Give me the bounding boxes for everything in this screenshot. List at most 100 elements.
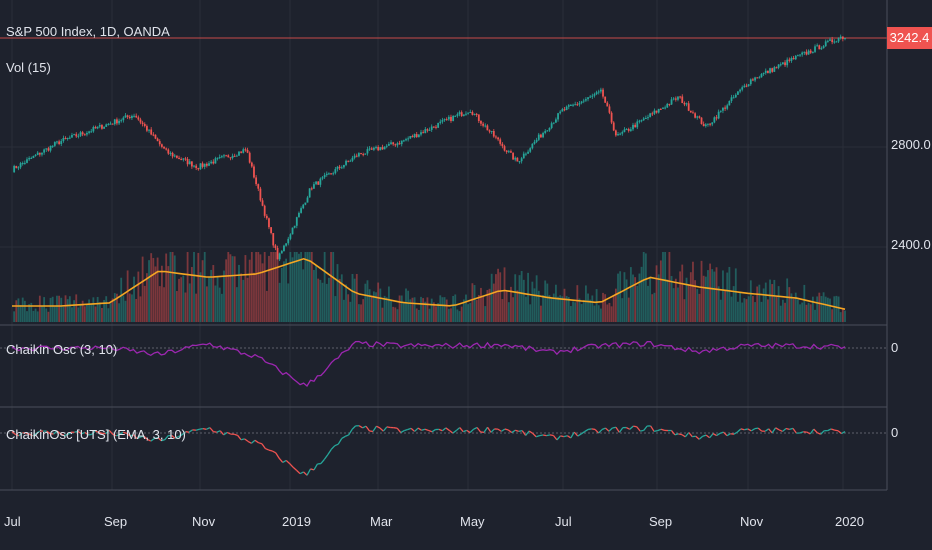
candle-body: [107, 123, 110, 125]
chaikin-uts-segment: [518, 429, 523, 432]
chaikin-uts-segment: [310, 468, 315, 471]
candle-body: [417, 134, 420, 138]
chaikin-uts-segment: [552, 435, 558, 441]
volume-bar: [555, 284, 557, 322]
candle-body: [111, 123, 114, 125]
volume-bar: [826, 297, 829, 322]
candle-body: [743, 85, 746, 88]
candle-body: [88, 131, 90, 133]
candle-body: [796, 55, 799, 57]
candle-body: [760, 74, 763, 78]
candle-body: [184, 158, 187, 160]
candle-body: [775, 67, 778, 69]
chaikin-uts-segment: [678, 433, 683, 436]
chaikin-uts-segment: [178, 434, 183, 438]
volume-bar: [53, 306, 56, 322]
candle-body: [340, 167, 343, 169]
volume-bar: [801, 302, 804, 322]
candle-body: [537, 134, 540, 140]
volume-bar: [178, 278, 180, 322]
candle-body: [432, 126, 435, 128]
chaikin-uts-segment: [46, 430, 51, 435]
candle-body: [544, 131, 547, 133]
volume-bar: [653, 292, 656, 322]
candle-body: [415, 134, 418, 138]
chaikin-uts-segment: [452, 430, 457, 434]
volume-bar: [567, 297, 570, 322]
candle-body: [47, 148, 50, 151]
volume-bar: [822, 292, 825, 322]
chaikin-uts-segment: [337, 438, 343, 445]
volume-bar: [657, 274, 660, 322]
candle-body: [670, 99, 673, 105]
volume-bar: [488, 288, 491, 322]
candle-body: [131, 115, 133, 119]
chaikin-uts-segment: [789, 427, 794, 430]
volume-bar: [576, 285, 579, 322]
chaikin-uts-segment: [376, 425, 381, 429]
volume-bar: [689, 272, 692, 322]
volume-bar: [313, 269, 315, 322]
candle-body: [355, 155, 358, 157]
volume-bar: [784, 302, 786, 322]
volume-bar: [426, 297, 429, 322]
chaikin-uts-segment: [11, 431, 16, 435]
candle-body: [728, 100, 731, 106]
volume-bar: [270, 252, 273, 322]
candle-body: [197, 168, 200, 170]
volume-bar: [422, 298, 425, 322]
candle-body: [659, 108, 662, 110]
volume-bar: [171, 252, 174, 322]
candle-body: [456, 114, 459, 116]
chaikin-uts-segment: [841, 431, 846, 435]
volume-bar: [173, 255, 176, 322]
chaikin-uts-segment: [174, 436, 179, 439]
candle-body: [625, 129, 628, 131]
chaikin-uts-segment: [785, 427, 790, 430]
chaikin-uts-segment: [202, 427, 207, 430]
candle-body: [413, 134, 416, 138]
volume-bar: [109, 303, 112, 322]
candle-body: [715, 117, 718, 119]
candle-body: [317, 181, 320, 185]
volume-bar: [291, 257, 294, 322]
candle-body: [614, 130, 617, 136]
chaikin-uts-segment: [515, 429, 519, 432]
chaikin-uts-segment: [84, 431, 89, 436]
volume-bar: [441, 297, 444, 322]
volume-bar: [240, 273, 243, 322]
volume-bar: [396, 309, 399, 322]
volume-bar: [379, 288, 382, 322]
volume-bar: [227, 252, 230, 322]
volume-bar: [818, 292, 821, 322]
volume-bar: [150, 253, 153, 322]
chaikin-uts-segment: [438, 428, 443, 432]
candle-body: [409, 136, 412, 139]
chaikin-uts-segment: [612, 426, 617, 429]
candle-body: [298, 212, 300, 218]
candle-body: [302, 204, 305, 209]
chaikin-osc-line: [11, 340, 846, 387]
chaikin-uts-segment: [265, 447, 270, 451]
volume-bar: [548, 295, 551, 322]
volume-bar: [550, 298, 553, 322]
candle-body: [820, 48, 823, 50]
candle-body: [422, 132, 425, 134]
volume-bar: [135, 298, 138, 322]
volume-bar: [360, 304, 362, 322]
chaikin-uts-segment: [670, 430, 676, 436]
candle-body: [805, 51, 808, 55]
volume-bar: [366, 280, 369, 322]
candle-body: [559, 111, 562, 114]
volume-bar: [62, 306, 65, 322]
candle-body: [223, 155, 225, 157]
chaikin-uts-segment: [598, 429, 603, 434]
volume-bar: [88, 299, 90, 322]
chaikin-uts-segment: [303, 471, 308, 476]
volume-bar: [638, 273, 641, 322]
candle-body: [781, 62, 784, 65]
chaikin-uts-segment: [35, 430, 41, 435]
candle-body: [623, 129, 626, 133]
volume-bar: [704, 276, 707, 322]
